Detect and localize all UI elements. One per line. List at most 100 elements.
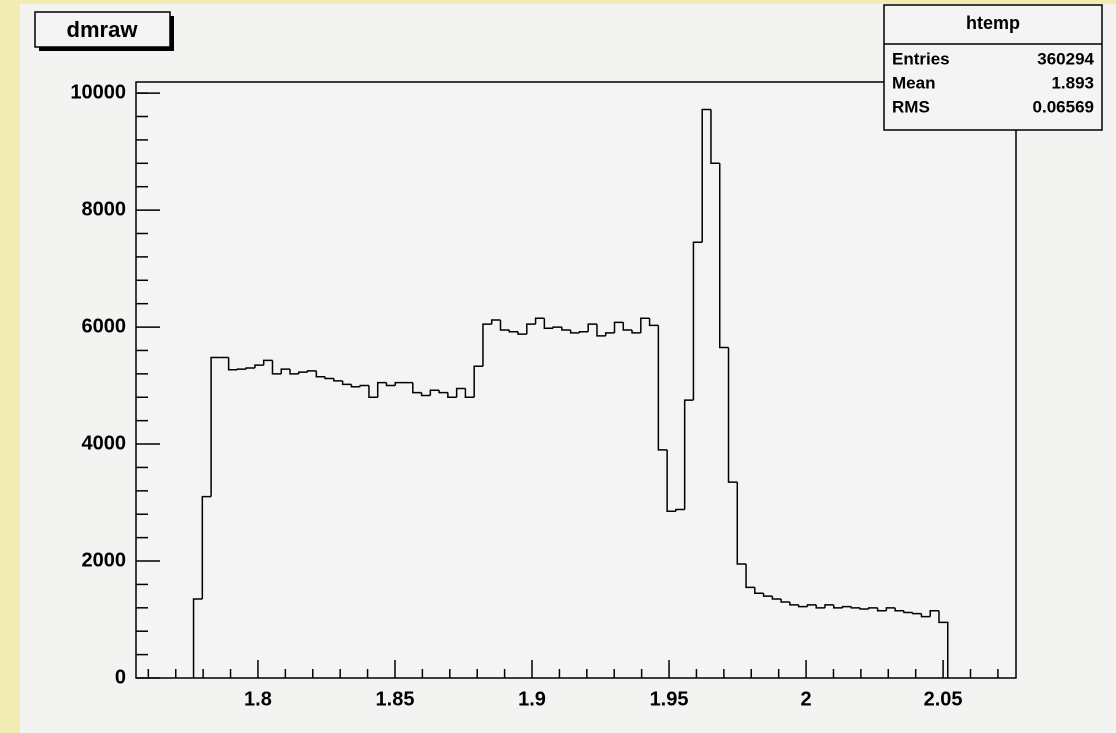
chart-title: dmraw	[67, 17, 139, 42]
histogram-bin	[604, 332, 615, 336]
histogram-bin	[631, 329, 641, 334]
histogram-bin	[929, 609, 939, 617]
histogram-bin	[385, 382, 396, 387]
y-tick-label: 4000	[82, 432, 127, 454]
histogram-bin	[201, 495, 212, 600]
histogram-bin	[298, 371, 308, 374]
x-tick-label: 1.8	[244, 688, 272, 710]
histogram-bin	[210, 356, 220, 497]
stats-label: RMS	[892, 97, 930, 116]
histogram-bin	[640, 317, 650, 333]
histogram-bin	[815, 604, 825, 609]
histogram-bin	[824, 604, 834, 608]
y-tick-label: 10000	[70, 81, 126, 103]
histogram-bin	[271, 360, 282, 375]
histogram-bin	[254, 364, 264, 369]
stats-frame	[883, 4, 1103, 131]
histogram-bin	[508, 329, 519, 333]
y-tick-label: 0	[115, 666, 126, 688]
histogram-bin	[499, 320, 510, 331]
x-tick-label: 1.9	[518, 688, 546, 710]
histogram-bin	[552, 326, 562, 329]
histogram-bin	[324, 376, 334, 380]
histogram-bin	[561, 327, 571, 331]
histogram-bin	[911, 612, 922, 615]
y-tick-label: 6000	[82, 315, 127, 337]
histogram-bin	[833, 604, 843, 609]
histogram-bin	[885, 607, 896, 611]
histogram-bin	[464, 388, 475, 399]
histogram-bin	[613, 321, 624, 333]
histogram-bin	[341, 380, 352, 386]
stats-title: htemp	[966, 13, 1020, 33]
histogram-bin	[289, 369, 299, 375]
histogram-bin	[438, 390, 448, 394]
histogram-bin	[306, 370, 317, 373]
histogram-bin	[701, 108, 711, 243]
plot-frame	[135, 81, 1017, 679]
histogram-bin	[666, 449, 676, 513]
histogram-bin	[876, 607, 887, 612]
x-tick-label: 1.85	[376, 688, 415, 710]
stats-box: htemp Entries 360294 Mean 1.893 RMS 0.06569	[883, 4, 1103, 131]
histogram-bin	[280, 368, 291, 374]
stats-label: Mean	[892, 73, 935, 92]
histogram-bin	[657, 325, 668, 451]
histogram-bin	[376, 381, 387, 398]
histogram-bin	[894, 607, 904, 612]
histogram-bin	[368, 385, 378, 399]
histogram-bin	[569, 329, 580, 334]
histogram-bin	[526, 323, 536, 335]
histogram-bin	[771, 596, 782, 600]
histogram-bin	[517, 331, 527, 335]
histogram-bin	[806, 604, 817, 607]
histogram-bin	[938, 610, 949, 678]
stats-value: 0.06569	[1033, 97, 1094, 116]
histogram-bin	[333, 378, 343, 382]
histogram-bin	[236, 368, 247, 370]
histogram-bin	[482, 323, 492, 367]
histogram-bin	[683, 399, 694, 510]
histogram-bin	[789, 601, 799, 606]
histogram-bin	[754, 587, 764, 594]
histogram-bin	[675, 508, 685, 512]
x-tick-label: 2.05	[924, 688, 963, 710]
histogram-bin	[587, 323, 597, 332]
histogram-bin	[648, 318, 659, 327]
histogram-bin	[543, 318, 554, 329]
histogram-bin	[455, 387, 466, 398]
histogram-bin	[622, 322, 633, 331]
histogram-bin	[780, 599, 790, 603]
histogram-bin	[192, 598, 203, 678]
histogram-bin	[903, 610, 913, 614]
histogram-bin	[692, 241, 703, 401]
histogram-bin	[841, 605, 852, 608]
stats-label: Entries	[892, 49, 950, 68]
histogram-bin	[762, 593, 773, 597]
x-tick-label: 1.95	[650, 688, 689, 710]
y-tick-label: 8000	[82, 198, 127, 220]
top-border	[0, 0, 1116, 4]
histogram-bin	[227, 357, 238, 371]
histogram-bin	[745, 563, 755, 589]
histogram-bin	[920, 613, 931, 618]
histogram-bin	[859, 607, 869, 610]
histogram-bin	[727, 347, 738, 483]
histogram-bin	[262, 359, 273, 366]
histogram-bin	[245, 367, 255, 370]
histogram-bin	[710, 109, 720, 165]
stats-value: 1.893	[1051, 73, 1094, 92]
left-border	[0, 0, 20, 733]
histogram-bin	[394, 381, 405, 386]
histogram-bin	[490, 319, 501, 325]
histogram-bin	[534, 317, 545, 325]
histogram-bin	[412, 382, 422, 394]
histogram-bin	[578, 330, 589, 333]
title-box	[34, 11, 171, 48]
histogram-bin	[315, 370, 326, 378]
histogram-bin	[736, 482, 747, 565]
x-tick-label: 2	[801, 688, 812, 710]
histogram-bin	[868, 607, 878, 609]
